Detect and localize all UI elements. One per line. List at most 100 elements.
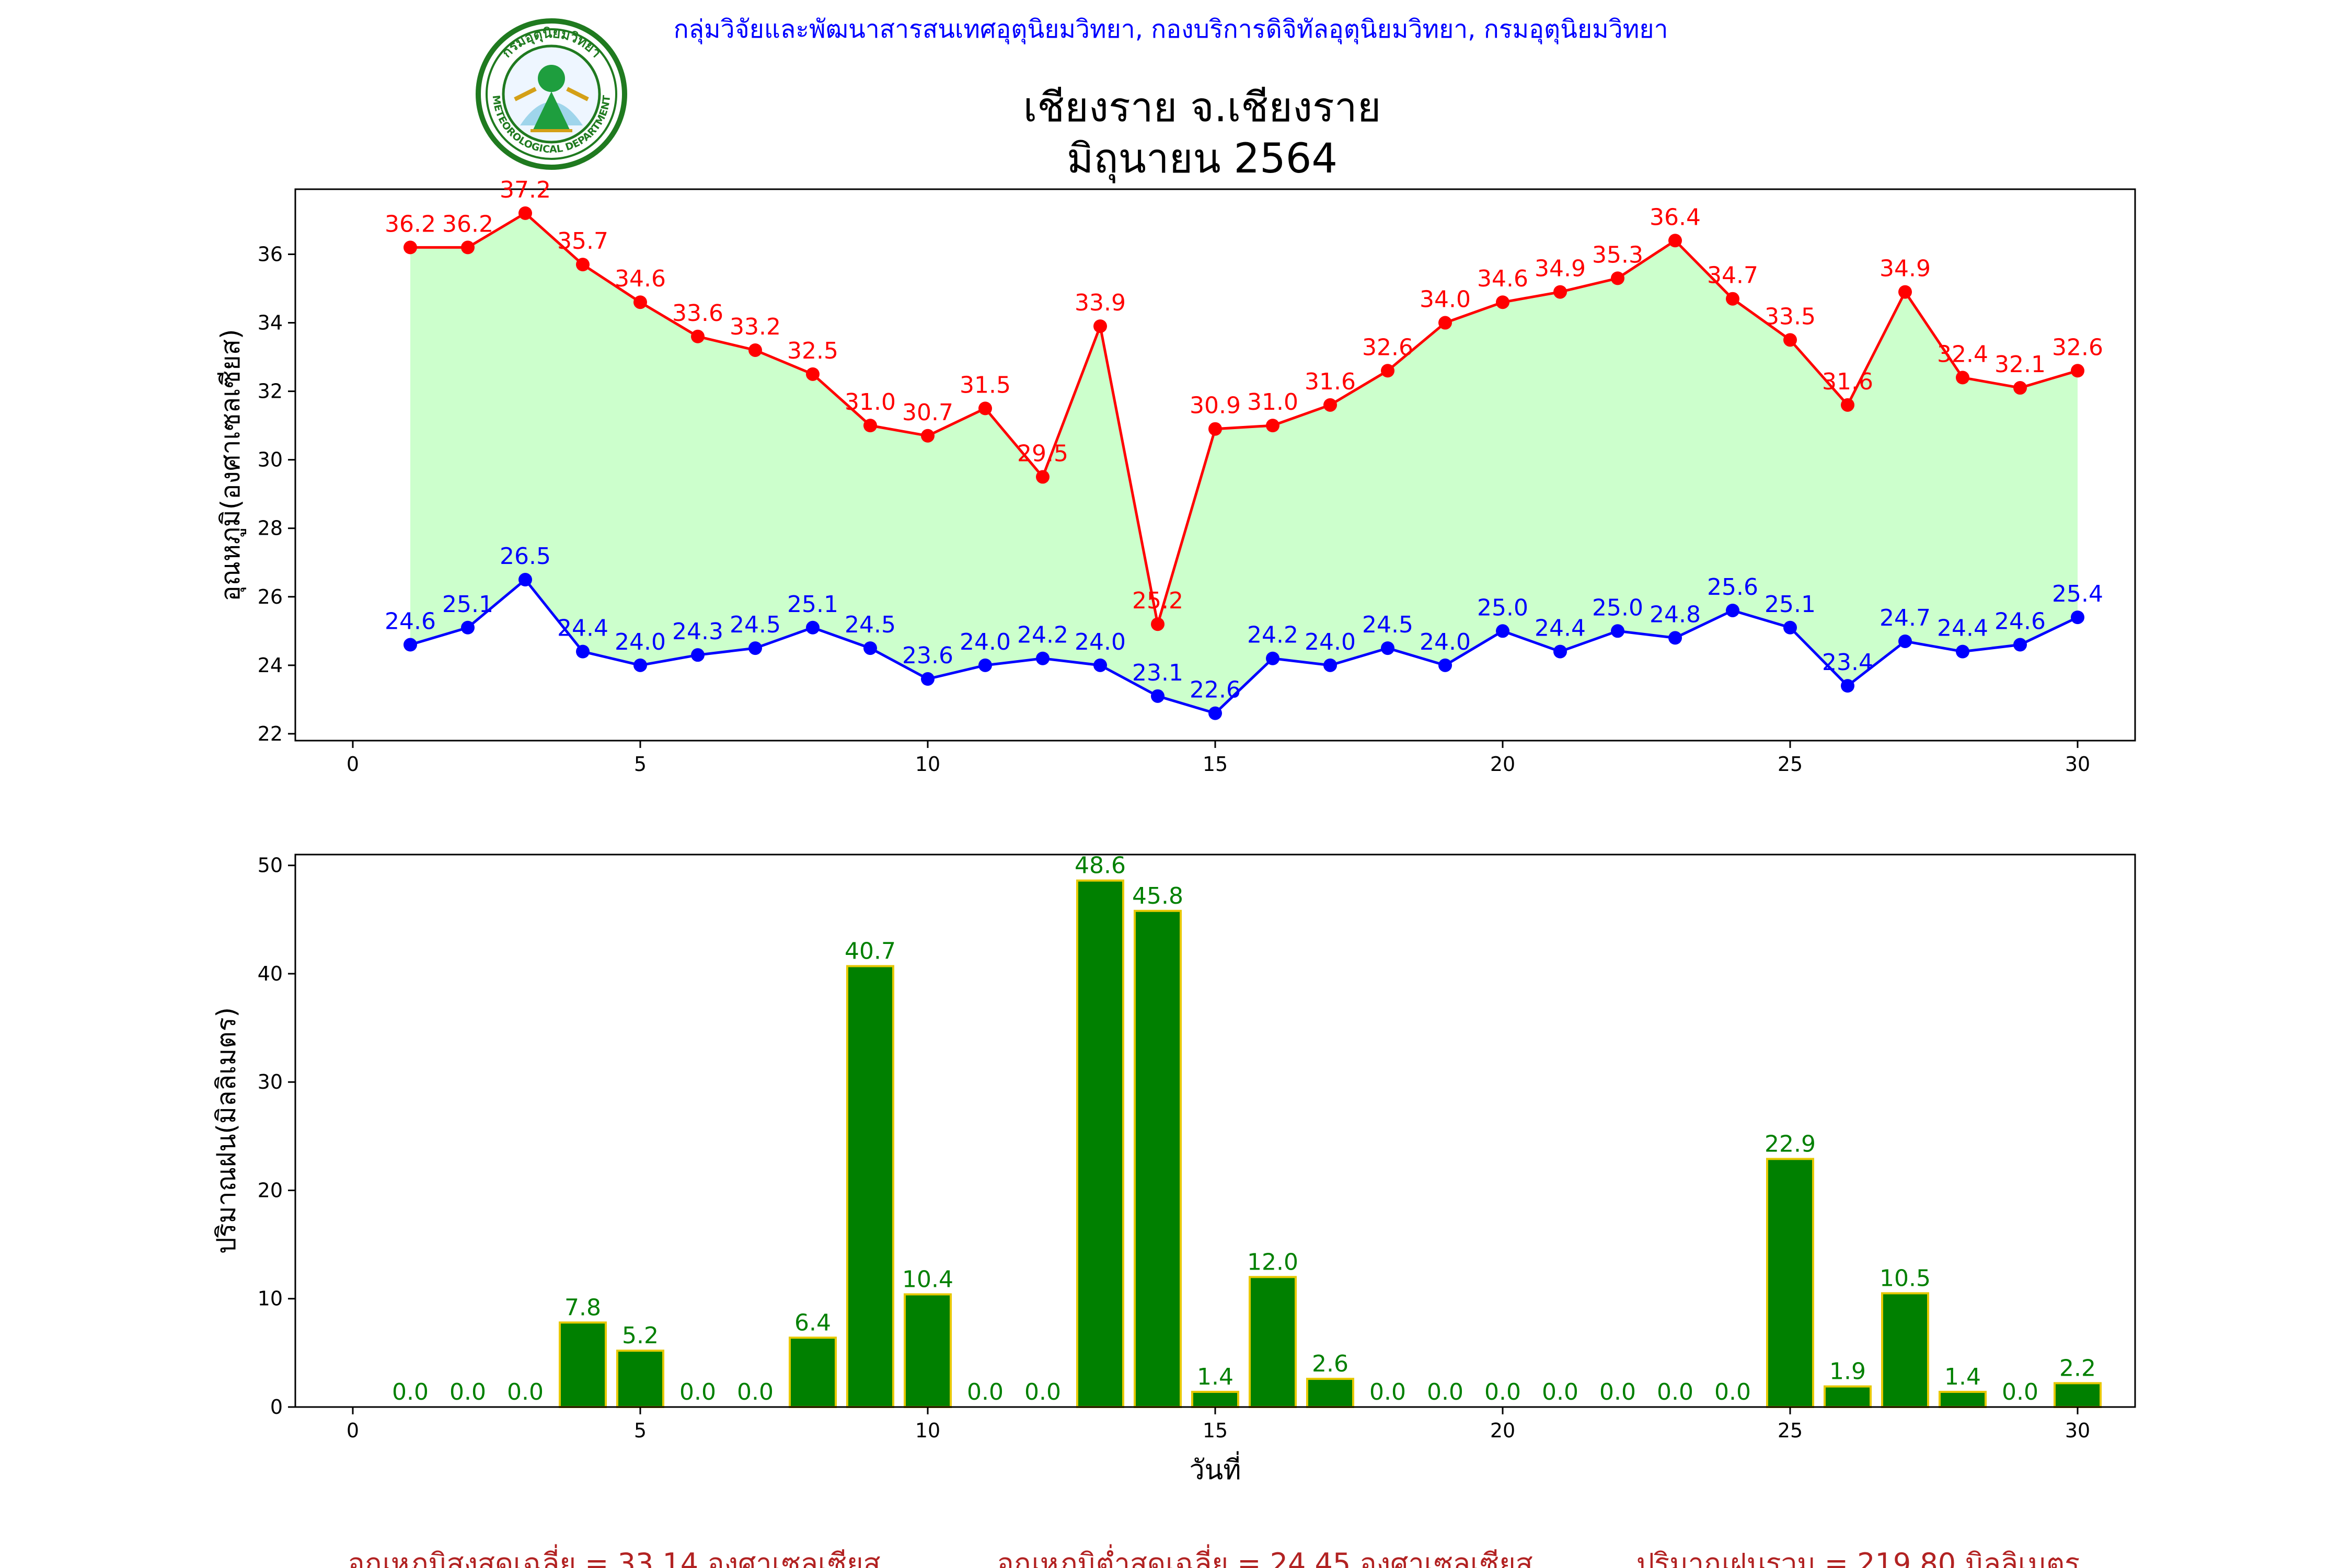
rainfall-bar: [789, 1336, 837, 1409]
rainfall-value-label: 0.0: [2002, 1379, 2038, 1405]
temperature-max-point: [863, 419, 877, 433]
temperature-min-value-label: 26.5: [500, 543, 551, 570]
temperature-series: 36.2 36.237.235.734.633.633.232.531.0 30.7…: [385, 177, 2103, 720]
rainfall-x-tick-label: 0: [347, 1419, 359, 1442]
temperature-min-value-label: 24.2: [1247, 622, 1298, 649]
rainfall-value-label: 0.0: [449, 1379, 486, 1405]
rainfall-y-tick-label: 50: [258, 854, 283, 877]
rainfall-value-label: 1.4: [1197, 1364, 1233, 1390]
rainfall-value-label: 1.9: [1829, 1358, 1866, 1385]
temperature-min-point: [1668, 631, 1682, 645]
temperature-max-value-label: 31.5: [960, 372, 1011, 398]
temperature-x-tick-label: 25: [1778, 753, 1803, 776]
temperature-max-value-label: 36.2: [385, 211, 436, 237]
temperature-y-tick-label: 36: [258, 243, 283, 266]
temperature-y-tick-label: 28: [258, 517, 283, 540]
temperature-min-value-label: 24.5: [845, 612, 896, 638]
temperature-min-point: [806, 620, 820, 635]
temperature-y-tick-label: 26: [258, 585, 283, 608]
temperature-x-tick-label: 0: [347, 753, 359, 776]
temperature-y-tick-label: 30: [258, 448, 283, 471]
temperature-axes: 0 5 10 15 20 25 30 22 24 26 28 30 32 34 36: [258, 243, 2091, 776]
temperature-max-point: [691, 329, 705, 343]
rainfall-value-label: 0.0: [1657, 1379, 1693, 1405]
rainfall-bar: [1939, 1390, 1987, 1409]
temperature-max-point: [461, 240, 475, 255]
rainfall-value-label: 0.0: [1599, 1379, 1636, 1405]
temperature-max-point: [403, 240, 417, 255]
temperature-min-value-label: 23.1: [1132, 660, 1183, 686]
summary-rain-total: ปริมาณฝนรวม = 219.80 มิลลิเมตร: [1636, 1547, 2080, 1568]
station-title: เชียงราย จ.เชียงราย: [1023, 84, 1381, 131]
temperature-min-point: [1093, 658, 1107, 672]
temperature-min-value-label: 24.0: [960, 629, 1011, 655]
temperature-min-point: [1726, 603, 1739, 617]
temperature-max-value-label: 31.0: [845, 389, 896, 416]
temperature-max-point: [1151, 617, 1165, 631]
temperature-min-value-label: 25.1: [442, 591, 493, 618]
temperature-max-value-label: 35.3: [1592, 241, 1643, 268]
rainfall-value-label: 2.2: [2059, 1355, 2096, 1381]
rainfall-value-label: 12.0: [1247, 1249, 1298, 1275]
temperature-max-value-label: 35.7: [557, 228, 608, 255]
temperature-max-value-label: 30.7: [902, 399, 953, 426]
temperature-min-value-label: 24.0: [1420, 629, 1471, 655]
temperature-min-value-label: 24.6: [385, 608, 436, 635]
temperature-min-point: [1208, 706, 1222, 720]
temperature-y-tick-label: 32: [258, 380, 283, 403]
temperature-x-tick-label: 20: [1490, 753, 1515, 776]
temperature-max-value-label: 25.2: [1132, 587, 1183, 614]
temperature-min-point: [978, 658, 992, 672]
temperature-max-value-label: 29.5: [1017, 440, 1068, 467]
rainfall-x-tick-label: 5: [634, 1419, 647, 1442]
temperature-min-point: [1611, 624, 1624, 638]
temperature-min-value-label: 25.0: [1592, 594, 1643, 621]
summary-avg-max: อุณหภูมิสูงสุดเฉลี่ย = 33.14 องศาเซลเซีย…: [348, 1544, 880, 1568]
rainfall-value-label: 22.9: [1765, 1131, 1816, 1157]
temperature-max-point: [1841, 398, 1854, 412]
rainfall-x-tick-label: 15: [1203, 1419, 1228, 1442]
temperature-min-value-label: 24.2: [1017, 622, 1068, 649]
rainfall-bar: [1306, 1378, 1354, 1409]
temperature-min-value-label: 24.7: [1880, 605, 1931, 631]
temperature-x-tick-label: 15: [1203, 753, 1228, 776]
temperature-min-point: [1323, 658, 1337, 672]
temperature-min-value-label: 25.0: [1477, 594, 1528, 621]
rainfall-value-label: 48.6: [1075, 852, 1126, 879]
rainfall-bar: [846, 965, 894, 1408]
temperature-max-point: [2013, 381, 2027, 395]
rainfall-value-label: 5.2: [622, 1322, 659, 1349]
temperature-max-value-label: 37.2: [500, 177, 551, 203]
rainfall-bar: [2054, 1382, 2102, 1408]
temperature-max-point: [1611, 271, 1624, 285]
temperature-max-value-label: 33.6: [672, 300, 723, 327]
rainfall-value-label: 0.0: [1542, 1379, 1578, 1405]
rainfall-y-tick-label: 30: [258, 1070, 283, 1093]
rainfall-value-label: 1.4: [1944, 1364, 1981, 1390]
temperature-min-point: [1151, 689, 1165, 703]
temperature-min-value-label: 24.4: [1535, 615, 1586, 642]
temperature-min-value-label: 24.5: [730, 612, 781, 638]
temperature-min-value-label: 23.4: [1822, 649, 1873, 676]
temperature-range-fill: [410, 213, 2078, 713]
temperature-max-value-label: 30.9: [1190, 393, 1241, 419]
temperature-min-point: [2013, 638, 2027, 652]
temperature-min-point: [1956, 644, 1969, 659]
temperature-max-value-label: 34.9: [1880, 256, 1931, 282]
temperature-max-point: [1381, 364, 1394, 378]
rainfall-value-label: 2.6: [1312, 1351, 1348, 1377]
temperature-min-point: [576, 644, 590, 659]
temperature-min-value-label: 24.3: [672, 618, 723, 645]
temperature-max-value-label: 31.6: [1305, 368, 1356, 395]
temperature-max-value-label: 33.5: [1765, 303, 1816, 330]
meteorological-department-seal-icon: กรมอุตุนิยมวิทยา METEOROLOGICAL DEPARTME…: [476, 18, 627, 170]
rainfall-value-label: 0.0: [1714, 1379, 1751, 1405]
temperature-max-point: [2071, 364, 2084, 378]
temperature-max-point: [1726, 292, 1739, 306]
temperature-max-value-label: 32.6: [2052, 334, 2103, 361]
temperature-max-point: [1208, 422, 1222, 436]
rainfall-x-tick-label: 25: [1778, 1419, 1803, 1442]
temperature-min-point: [1898, 634, 1912, 648]
summary-avg-min: อุณหภูมิต่ำสุดเฉลี่ย = 24.45 องศาเซลเซีย…: [997, 1544, 1532, 1568]
